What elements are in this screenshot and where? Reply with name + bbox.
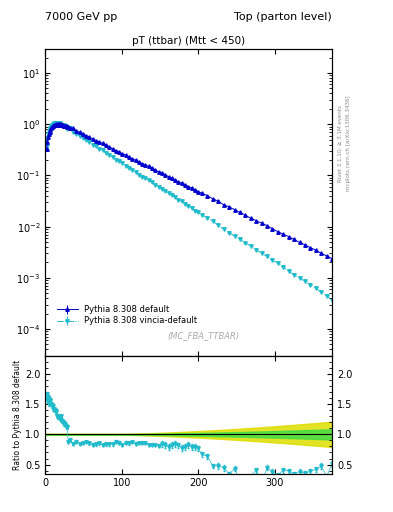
Text: mcplots.cern.ch [arXiv:1306.3436]: mcplots.cern.ch [arXiv:1306.3436] <box>346 96 351 191</box>
Legend: Pythia 8.308 default, Pythia 8.308 vincia-default: Pythia 8.308 default, Pythia 8.308 vinci… <box>55 304 199 327</box>
Y-axis label: Ratio to Pythia 8.308 default: Ratio to Pythia 8.308 default <box>13 359 22 470</box>
Title: pT (ttbar) (Mtt < 450): pT (ttbar) (Mtt < 450) <box>132 36 245 47</box>
Text: (MC_FBA_TTBAR): (MC_FBA_TTBAR) <box>167 331 239 340</box>
Text: Top (parton level): Top (parton level) <box>234 11 332 22</box>
Text: Rivet 3.1.10; ≥ 3.1M events: Rivet 3.1.10; ≥ 3.1M events <box>338 105 343 182</box>
Text: 7000 GeV pp: 7000 GeV pp <box>45 11 118 22</box>
